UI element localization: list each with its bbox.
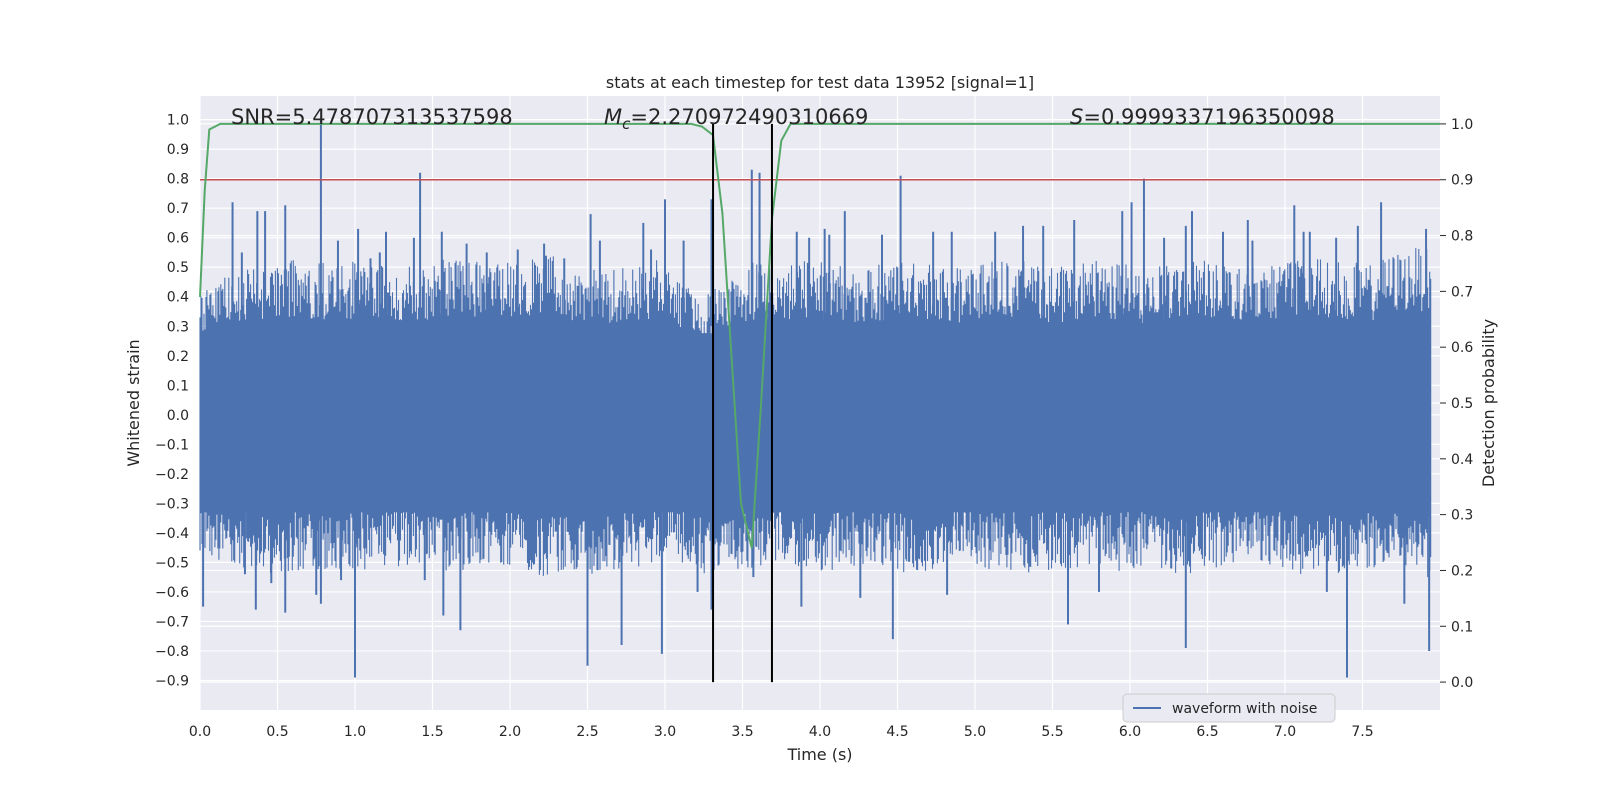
x-tick-label: 6.0	[1119, 724, 1141, 740]
right-axis-ticks: 1.0 0.9 0.8 0.7 0.6 0.5 0.4 0.3 0.2 0.1 0.0	[1440, 117, 1473, 691]
y-tick-label: 0.7	[167, 201, 189, 217]
right-tick-label: 0.2	[1451, 563, 1473, 579]
right-tick-label: 0.3	[1451, 508, 1473, 524]
y-tick-label: −0.3	[155, 496, 189, 512]
y-tick-label: 0.8	[167, 172, 189, 188]
probability-series	[199, 122, 1440, 549]
mc-symbol: M	[604, 105, 622, 129]
y-tick-label: 0.6	[167, 231, 189, 247]
s-value: =0.9999337196350098	[1083, 105, 1334, 129]
right-tick-label: 1.0	[1451, 117, 1473, 133]
right-tick-label: 0.5	[1451, 396, 1473, 412]
y-tick-label: 0.0	[167, 408, 189, 424]
x-tick-label: 4.0	[809, 724, 831, 740]
y-tick-label: 0.3	[167, 319, 189, 335]
probability-line	[199, 122, 1440, 549]
waveform-series	[199, 119, 1432, 678]
s-symbol: S	[1070, 105, 1083, 129]
y-tick-label: 0.2	[167, 349, 189, 365]
x-tick-label: 3.0	[654, 724, 676, 740]
y-tick-label: −0.9	[155, 673, 189, 689]
right-tick-label: 0.7	[1451, 284, 1473, 300]
y-tick-label: 0.1	[167, 378, 189, 394]
right-tick-label: 0.4	[1451, 452, 1473, 468]
legend: waveform with noise	[1122, 693, 1336, 723]
y-tick-label: 0.9	[167, 142, 189, 158]
right-tick-label: 0.0	[1451, 675, 1473, 691]
y-tick-label: −0.5	[155, 555, 189, 571]
x-axis-label: Time (s)	[786, 745, 852, 764]
mc-subscript: c	[622, 115, 631, 133]
y-tick-label: −0.8	[155, 644, 189, 660]
right-tick-label: 0.9	[1451, 173, 1473, 189]
right-tick-label: 0.6	[1451, 340, 1473, 356]
y-tick-label: −0.4	[155, 526, 189, 542]
x-tick-label: 4.5	[886, 724, 908, 740]
right-tick-label: 0.8	[1451, 229, 1473, 245]
legend-label: waveform with noise	[1172, 701, 1317, 717]
y-axis-label: Whitened strain	[124, 339, 143, 466]
x-tick-label: 0.5	[266, 724, 288, 740]
y-tick-label: 0.4	[167, 290, 189, 306]
x-tick-label: 5.5	[1041, 724, 1063, 740]
s-annotation: S=0.9999337196350098	[1070, 105, 1335, 129]
x-tick-label: 2.5	[576, 724, 598, 740]
waveform-band	[199, 248, 1432, 578]
y-tick-label: −0.6	[155, 585, 189, 601]
x-tick-label: 6.5	[1196, 724, 1218, 740]
y-tick-label: 1.0	[167, 113, 189, 129]
x-axis-ticks: 0.0 0.5 1.0 1.5 2.0 2.5 3.0 3.5 4.0 4.5 5.0 5.5 6.0 6…	[189, 724, 1374, 740]
event-markers	[712, 123, 773, 683]
y-tick-label: −0.1	[155, 437, 189, 453]
x-tick-label: 0.0	[189, 724, 211, 740]
y-tick-label: −0.2	[155, 467, 189, 483]
plot-area	[199, 119, 1440, 683]
legend-box	[1122, 693, 1336, 723]
y-tick-label: −0.7	[155, 614, 189, 630]
chart-title: stats at each timestep for test data 139…	[606, 73, 1034, 92]
x-tick-label: 1.5	[421, 724, 443, 740]
x-tick-label: 7.5	[1351, 724, 1373, 740]
snr-annotation: SNR=5.478707313537598	[231, 105, 513, 129]
x-tick-label: 5.0	[964, 724, 986, 740]
y-tick-label: 0.5	[167, 260, 189, 276]
mc-value: =2.270972490310669	[630, 105, 868, 129]
x-tick-label: 3.5	[731, 724, 753, 740]
x-tick-label: 2.0	[499, 724, 521, 740]
x-tick-label: 1.0	[344, 724, 366, 740]
mc-annotation: Mc=2.270972490310669	[604, 105, 868, 133]
y-axis-ticks: 1.0 0.9 0.8 0.7 0.6 0.5 0.4 0.3 0.2 0.1 0.0 −0.1 −0.…	[155, 113, 189, 690]
right-tick-label: 0.1	[1451, 619, 1473, 635]
right-axis-label: Detection probability	[1479, 319, 1498, 487]
x-tick-label: 7.0	[1274, 724, 1296, 740]
